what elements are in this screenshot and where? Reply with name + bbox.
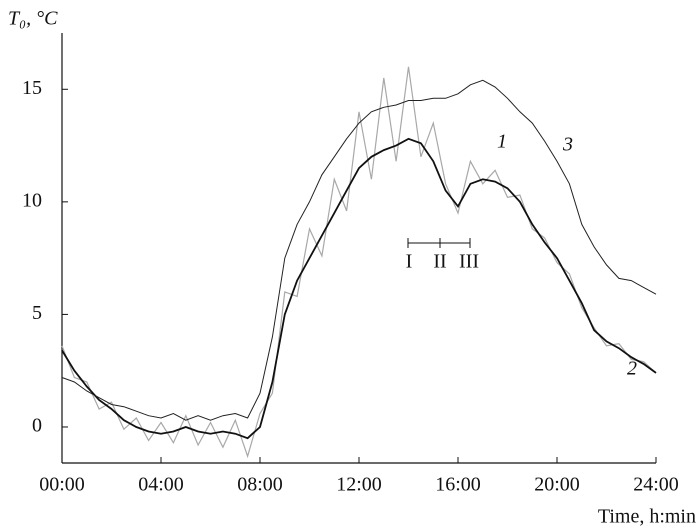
y-tick-label: 15 [22,77,42,99]
y-tick-label: 10 [22,189,42,211]
y-axis-label: T₀, °C [8,8,58,30]
x-axis-label: Time, h:min [598,506,696,528]
x-tick-label: 24:00 [633,474,679,496]
series-label: 2 [627,358,637,380]
x-tick-label: 08:00 [237,474,283,496]
phase-label: I [406,251,413,273]
series-line [61,79,657,421]
phase-label: III [459,251,479,273]
phase-label: II [433,251,446,273]
series-line [61,66,657,459]
x-tick-label: 12:00 [336,474,382,496]
x-tick-label: 00:00 [39,474,85,496]
y-tick-label: 0 [32,415,42,437]
x-tick-label: 16:00 [435,474,481,496]
x-tick-label: 20:00 [534,474,580,496]
series-label: 3 [562,134,573,156]
series-line [61,137,657,440]
x-tick-label: 04:00 [138,474,184,496]
series-label: 1 [497,131,507,153]
y-tick-label: 5 [32,302,42,324]
